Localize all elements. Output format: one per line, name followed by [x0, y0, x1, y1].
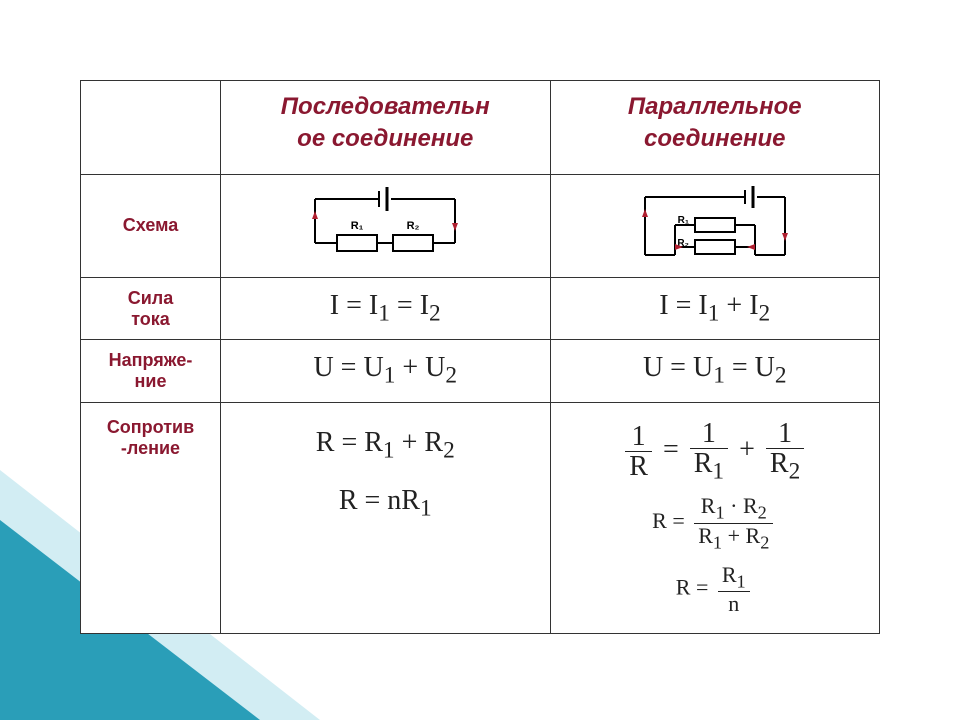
- series-r-line1: R = R1 + R2: [229, 427, 542, 465]
- parallel-r-line1: 1 R = 1 R1 + 1 R2: [559, 419, 872, 484]
- frac-product: R1 · R2 R1 + R2: [694, 494, 773, 552]
- diagram-parallel-cell: R₁ R₂: [550, 174, 880, 277]
- label-current: Силатока: [81, 277, 221, 340]
- comparison-table-container: Последовательное соединение Параллельное…: [80, 80, 880, 634]
- frac-mid: 1 R1: [690, 419, 728, 484]
- formula-parallel-current: I = I1 + I2: [550, 277, 880, 340]
- formula-text: I = I1 = I2: [330, 290, 441, 321]
- frac-over-n: R1 n: [718, 563, 750, 616]
- parallel-r-line2: R = R1 · R2 R1 + R2: [559, 494, 872, 552]
- label-r1-parallel: R₁: [677, 215, 688, 226]
- formula-parallel-resistance: 1 R = 1 R1 + 1 R2 R = R1 · R2 R1 +: [550, 402, 880, 633]
- formula-series-current: I = I1 = I2: [221, 277, 551, 340]
- formula-text: U = U1 = U2: [643, 352, 787, 383]
- formula-text: I = I1 + I2: [659, 290, 770, 321]
- row-voltage: Напряже-ние U = U1 + U2 U = U1 = U2: [81, 340, 880, 403]
- formula-parallel-voltage: U = U1 = U2: [550, 340, 880, 403]
- frac-left: 1 R: [625, 422, 652, 482]
- label-schema: Схема: [81, 174, 221, 277]
- diagram-series-cell: R₁ R₂: [221, 174, 551, 277]
- formula-series-resistance: R = R1 + R2 R = nR1: [221, 402, 551, 633]
- header-row: Последовательное соединение Параллельное…: [81, 81, 880, 175]
- header-empty: [81, 81, 221, 175]
- lhs-text: R =: [652, 509, 685, 534]
- label-r2: R₂: [407, 220, 420, 232]
- row-schema: Схема R₁ R₂: [81, 174, 880, 277]
- label-resistance: Сопротив-ление: [81, 402, 221, 633]
- frac-right: 1 R2: [766, 419, 804, 484]
- header-series: Последовательное соединение: [221, 81, 551, 175]
- row-resistance: Сопротив-ление R = R1 + R2 R = nR1 1 R =…: [81, 402, 880, 633]
- header-parallel: Параллельноесоединение: [550, 81, 880, 175]
- row-current: Силатока I = I1 = I2 I = I1 + I2: [81, 277, 880, 340]
- plus-sign: +: [739, 434, 762, 465]
- lhs-text: R =: [676, 574, 709, 599]
- parallel-r-line3: R = R1 n: [559, 563, 872, 616]
- parallel-circuit-diagram: R₁ R₂: [605, 181, 825, 271]
- formula-series-voltage: U = U1 + U2: [221, 340, 551, 403]
- series-r-line2: R = nR1: [229, 485, 542, 523]
- comparison-table: Последовательное соединение Параллельное…: [80, 80, 880, 634]
- label-r1: R₁: [351, 220, 364, 232]
- series-circuit-diagram: R₁ R₂: [275, 181, 495, 271]
- equals-sign: =: [663, 434, 686, 465]
- formula-text: U = U1 + U2: [313, 352, 457, 383]
- label-voltage: Напряже-ние: [81, 340, 221, 403]
